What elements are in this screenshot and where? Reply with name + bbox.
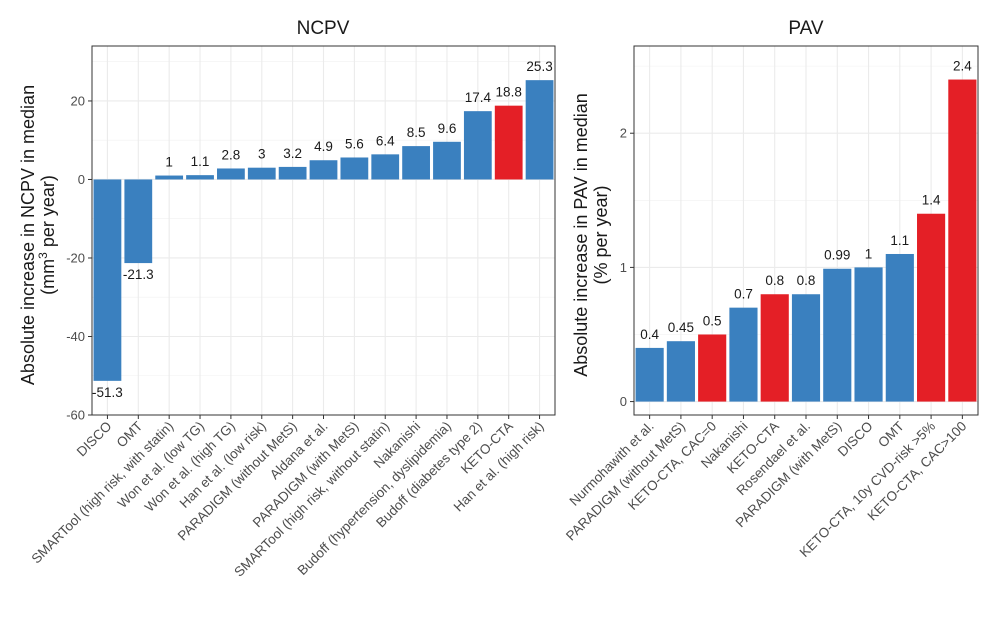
pav-y-axis-label-line1: Absolute increase in PAV in median (571, 93, 591, 377)
ncpv-bar (433, 141, 461, 180)
pav-y-tick-label: 0 (620, 394, 627, 409)
ncpv-data-label: 3 (258, 147, 266, 162)
pav-bar (666, 341, 695, 402)
ncpv-y-axis-label-line1: Absolute increase in NCPV in median (18, 85, 38, 385)
ncpv-data-label: 5.6 (345, 136, 364, 151)
ncpv-data-label: 2.8 (222, 147, 241, 162)
ncpv-x-tick-label: DISCO (74, 419, 115, 460)
ncpv-bar (155, 175, 184, 180)
ncpv-bar (309, 160, 338, 180)
pav-y-tick-label: 2 (620, 126, 627, 141)
pav-data-label: 0.8 (797, 273, 816, 288)
ncpv-bar (494, 105, 523, 180)
ncpv-bar (124, 179, 153, 264)
pav-bar (791, 294, 821, 402)
pav-panel: PAV Absolute increase in PAV in median (… (563, 18, 979, 560)
pav-bar (885, 253, 914, 402)
pav-bar (854, 267, 883, 402)
ncpv-bar (186, 175, 214, 180)
ncpv-y-axis-label: Absolute increase in NCPV in median (mm3… (18, 85, 58, 385)
pav-bar (917, 213, 946, 402)
ncpv-data-label: -51.3 (92, 385, 123, 400)
ncpv-y-tick-label: -40 (66, 329, 85, 344)
ncpv-y-tick-label: 20 (71, 93, 85, 108)
pav-data-label: 0.8 (765, 273, 784, 288)
ncpv-bar (93, 179, 122, 381)
pav-panel-border (633, 45, 979, 416)
pav-data-label: 0.4 (640, 327, 659, 342)
pav-data-label: 0.45 (668, 320, 694, 335)
ncpv-y-tick-label: 0 (78, 172, 85, 187)
pav-data-label: 2.4 (953, 59, 972, 74)
ncpv-data-label: 9.6 (438, 121, 457, 136)
ncpv-panel: NCPV Absolute increase in NCPV in median… (18, 18, 556, 580)
ncpv-data-label: 25.3 (526, 59, 552, 74)
ncpv-bar (217, 168, 245, 180)
ncpv-bar (402, 146, 430, 180)
pav-bar (729, 307, 758, 402)
pav-data-label: 0.5 (703, 313, 722, 328)
pav-y-axis-label: Absolute increase in PAV in median (% pe… (571, 93, 611, 377)
pav-bar (698, 334, 727, 402)
ncpv-data-label: 4.9 (314, 139, 333, 154)
pav-title: PAV (788, 18, 824, 39)
ncpv-data-label: 18.8 (496, 85, 522, 100)
ncpv-data-label: 3.2 (283, 146, 302, 161)
ncpv-data-label: 17.4 (465, 90, 492, 105)
ncpv-bar (278, 166, 307, 180)
pav-x-tick-label: DISCO (835, 419, 876, 460)
pav-bar (635, 347, 664, 402)
pav-bar (760, 294, 789, 402)
pav-data-label: 0.7 (734, 287, 753, 302)
pav-x-tick-label: PARADIGM (without MetS) (563, 419, 688, 544)
pav-bar (948, 79, 977, 402)
pav-data-label: 1.4 (922, 193, 941, 208)
pav-y-tick-label: 1 (620, 260, 627, 275)
pav-data-label: 0.99 (824, 248, 850, 263)
ncpv-data-label: 1 (165, 155, 173, 170)
pav-data-label: 1.1 (890, 233, 909, 248)
ncpv-bar (371, 154, 400, 180)
pav-bar (823, 268, 852, 402)
ncpv-title: NCPV (297, 18, 350, 39)
ncpv-data-label: 8.5 (407, 125, 426, 140)
ncpv-data-label: -21.3 (123, 267, 154, 282)
ncpv-y-axis-label-line2: (mm3 per year) (36, 175, 58, 295)
pav-y-axis-label-line2: (% per year) (591, 185, 611, 284)
ncpv-bar (247, 167, 276, 180)
ncpv-data-label: 6.4 (376, 133, 395, 148)
ncpv-data-label: 1.1 (191, 154, 210, 169)
pav-data-label: 1 (865, 246, 873, 261)
ncpv-bar (525, 80, 554, 180)
ncpv-y-tick-label: -20 (66, 250, 85, 265)
ncpv-panel-border (91, 45, 556, 416)
ncpv-y-tick-label: -60 (66, 408, 85, 423)
ncpv-bar (340, 157, 369, 180)
ncpv-bar (463, 111, 492, 180)
